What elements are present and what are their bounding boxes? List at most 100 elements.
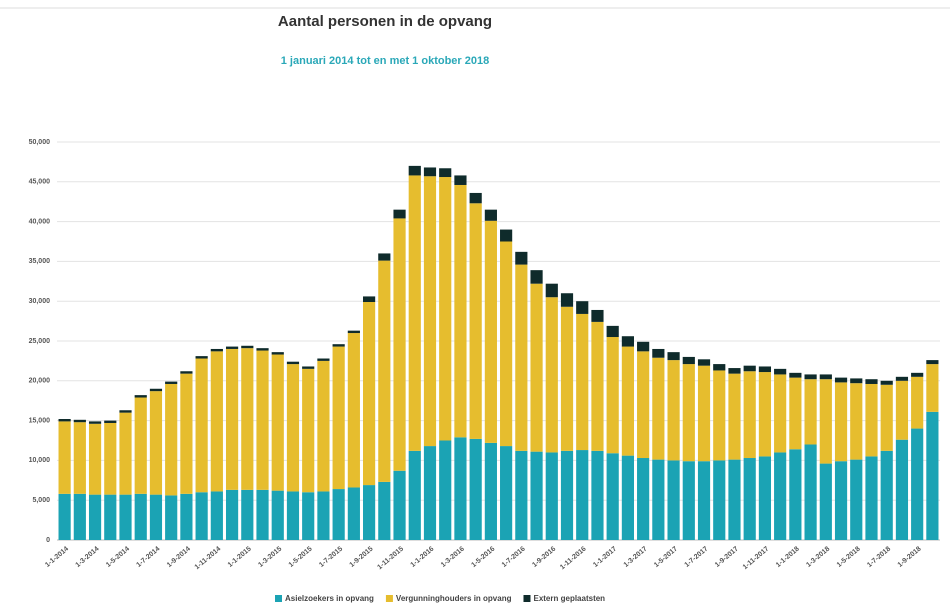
bar-segment: [880, 384, 893, 451]
bar-segment: [195, 356, 208, 359]
bar-segment: [591, 309, 604, 322]
bar-segment: [408, 165, 421, 176]
bar-segment: [484, 209, 497, 221]
x-tick-label: 1-3-2018: [805, 546, 831, 569]
bar-segment: [758, 366, 772, 373]
bar-segment: [149, 391, 163, 495]
bar-segment: [225, 348, 239, 490]
y-tick-label: 0: [46, 537, 50, 544]
bar-segment: [134, 395, 147, 398]
bar-segment: [393, 218, 406, 471]
bar-segment: [378, 253, 391, 261]
bar-segment: [637, 341, 650, 352]
bar-segment: [576, 450, 589, 540]
bar-segment: [728, 368, 741, 374]
x-tick-label: 1-5-2017: [653, 546, 679, 569]
x-tick-label: 1-7-2015: [318, 546, 344, 569]
x-tick-label: 1-7-2018: [866, 546, 892, 569]
bar-segment: [408, 450, 421, 540]
bar-segment: [713, 364, 726, 371]
bar-segment: [576, 301, 589, 314]
legend-label: Vergunninghouders in opvang: [396, 594, 512, 603]
bar-segment: [378, 260, 391, 482]
bar-segment: [789, 372, 802, 378]
bar-segment: [332, 344, 345, 347]
bar-segment: [195, 358, 208, 493]
bar-segment: [652, 459, 665, 540]
bar-segment: [439, 168, 452, 178]
bar-segment: [454, 437, 467, 540]
bar-segment: [728, 373, 741, 460]
x-tick-label: 1-9-2016: [531, 546, 557, 569]
x-tick-label: 1-1-2018: [775, 546, 801, 569]
bar-segment: [637, 351, 650, 459]
bar-segment: [119, 410, 132, 413]
bar-segment: [119, 494, 132, 540]
bar-segment: [439, 177, 452, 441]
x-tick-label: 1-3-2014: [75, 546, 101, 569]
bar-segment: [926, 364, 939, 412]
y-tick-label: 25,000: [29, 338, 51, 345]
bar-segment: [225, 489, 239, 540]
bar-segment: [667, 360, 680, 461]
bar-segment: [500, 241, 513, 447]
bar-segment: [393, 470, 406, 540]
bar-segment: [347, 333, 360, 488]
bar-segment: [363, 301, 376, 486]
bar-segment: [149, 494, 163, 540]
bar-segment: [363, 296, 376, 302]
bar-segment: [911, 428, 924, 540]
bar-segment: [180, 373, 193, 494]
bar-segment: [560, 306, 574, 451]
bar-segment: [423, 167, 437, 177]
bar-segment: [515, 251, 528, 265]
bar-segment: [302, 366, 315, 369]
bar-segment: [241, 348, 254, 490]
bar-segment: [865, 379, 878, 384]
legend-swatch: [385, 595, 393, 602]
bar-segment: [195, 492, 208, 540]
x-tick-label: 1-1-2016: [409, 546, 435, 569]
x-tick-label: 1-1-2017: [592, 546, 618, 569]
bar-segment: [667, 352, 680, 361]
legend-label: Asielzoekers in opvang: [285, 594, 374, 603]
bar-segment: [591, 321, 604, 451]
bar-segment: [317, 358, 330, 361]
y-tick-label: 45,000: [29, 179, 51, 186]
y-tick-label: 50,000: [29, 139, 51, 146]
x-tick-label: 1-5-2015: [288, 546, 314, 569]
bar-segment: [271, 490, 284, 540]
bar-segment: [789, 449, 802, 540]
bar-segment: [241, 489, 254, 540]
bar-segment: [73, 493, 86, 540]
bar-segment: [530, 451, 543, 540]
bar-segment: [819, 463, 832, 540]
bar-segment: [88, 421, 102, 424]
bar-segment: [180, 371, 193, 374]
x-tick-label: 1-7-2014: [135, 546, 161, 569]
bar-segment: [423, 446, 437, 540]
bar-segment: [332, 489, 345, 540]
bar-segment: [165, 383, 178, 496]
bar-segment: [667, 460, 680, 540]
legend-swatch: [275, 595, 282, 602]
bar-segment: [774, 368, 787, 375]
bar-segment: [347, 330, 360, 334]
bar-segment: [850, 378, 863, 384]
bar-segment: [363, 485, 376, 540]
bar-segment: [545, 452, 558, 540]
bar-segment: [713, 460, 726, 540]
legend-swatch: [523, 595, 531, 602]
bar-segment: [804, 444, 817, 540]
x-tick-label: 1-9-2014: [166, 546, 192, 569]
bar-segment: [134, 493, 147, 540]
bar-segment: [850, 383, 863, 460]
bar-segment: [652, 357, 665, 460]
bar-segment: [774, 374, 787, 453]
bar-segment: [393, 209, 406, 219]
bar-segment: [484, 442, 497, 540]
bar-segment: [104, 422, 117, 495]
bar-segment: [621, 455, 634, 540]
x-tick-label: 1-3-2015: [257, 546, 283, 569]
